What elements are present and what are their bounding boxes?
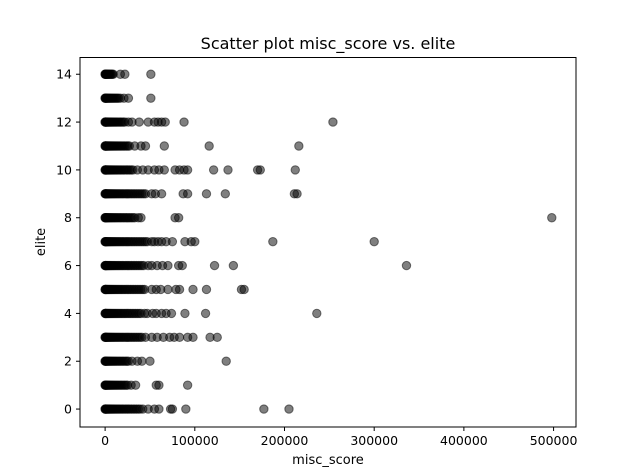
scatter-point xyxy=(292,189,302,199)
scatter-point xyxy=(547,213,557,223)
scatter-point xyxy=(180,308,190,319)
scatter-point xyxy=(290,165,300,175)
scatter-point xyxy=(209,260,220,271)
scatter-point xyxy=(259,404,269,414)
scatter-point xyxy=(223,165,233,175)
scatter-point xyxy=(188,284,198,295)
scatter-point xyxy=(177,260,187,271)
scatter-point xyxy=(159,165,170,175)
x-axis-label: misc_score xyxy=(292,453,364,468)
scatter-point xyxy=(328,117,338,127)
y-tick-label: 14 xyxy=(56,67,72,82)
scatter-point xyxy=(130,380,141,390)
y-tick-label: 12 xyxy=(56,115,72,130)
y-axis-label: elite xyxy=(34,228,49,256)
scatter-point xyxy=(173,213,184,223)
scatter-point xyxy=(167,404,178,414)
plot-frame xyxy=(79,57,577,428)
scatter-point xyxy=(163,260,173,271)
y-tick-label: 2 xyxy=(64,354,72,369)
y-tick-label: 10 xyxy=(56,162,72,177)
scatter-point xyxy=(179,117,189,127)
y-tick-label: 6 xyxy=(64,258,72,273)
scatter-point xyxy=(140,141,151,151)
scatter-point xyxy=(163,284,173,295)
scatter-point xyxy=(182,189,193,199)
scatter-point xyxy=(174,284,185,295)
scatter-point xyxy=(182,380,193,390)
scatter-point xyxy=(369,236,379,247)
scatter-point xyxy=(312,308,322,319)
scatter-point xyxy=(167,236,178,247)
scatter-point xyxy=(200,308,211,319)
scatter-point xyxy=(174,332,185,343)
x-tick-label: 200000 xyxy=(261,433,309,448)
y-tick-label: 4 xyxy=(64,306,72,321)
y-axis: 0 2 4 6 8 10 12 14 xyxy=(56,67,80,417)
points-layer xyxy=(100,69,557,414)
x-tick-label: 300000 xyxy=(350,433,398,448)
scatter-point xyxy=(136,213,146,223)
scatter-point xyxy=(268,236,278,247)
scatter-point xyxy=(401,260,412,271)
x-axis: 0 100000 200000 300000 400000 500000 xyxy=(101,427,577,448)
chart-title: Scatter plot misc_score vs. elite xyxy=(201,34,456,54)
scatter-point xyxy=(137,356,147,366)
scatter-point xyxy=(146,69,156,79)
scatter-point xyxy=(212,332,222,343)
scatter-point xyxy=(182,165,193,175)
scatter-point xyxy=(154,404,164,414)
scatter-point xyxy=(154,380,164,390)
scatter-point xyxy=(134,117,144,127)
scatter-point xyxy=(220,189,231,199)
scatter-point xyxy=(145,356,155,366)
scatter-point xyxy=(166,308,177,319)
scatter-point xyxy=(201,284,212,295)
scatter-point xyxy=(120,69,130,79)
scatter-point xyxy=(190,236,200,247)
y-tick-label: 0 xyxy=(64,402,72,417)
scatter-point xyxy=(146,93,156,103)
scatter-point xyxy=(255,165,265,175)
scatter-point xyxy=(156,189,167,199)
scatter-point xyxy=(208,165,219,175)
scatter-point xyxy=(221,356,231,366)
x-tick-label: 400000 xyxy=(440,433,488,448)
scatter-point xyxy=(159,141,170,151)
scatter-point xyxy=(201,189,212,199)
x-tick-label: 100000 xyxy=(171,433,219,448)
scatter-point xyxy=(294,141,304,151)
scatter-point xyxy=(123,93,134,103)
scatter-point xyxy=(239,284,249,295)
x-tick-label: 0 xyxy=(101,433,109,448)
scatter-point xyxy=(204,141,214,151)
scatter-point xyxy=(181,404,191,414)
y-tick-label: 8 xyxy=(64,210,72,225)
scatter-point xyxy=(188,332,198,343)
scatter-point xyxy=(160,117,170,127)
x-tick-label: 500000 xyxy=(530,433,578,448)
scatter-point xyxy=(228,260,239,271)
scatter-point xyxy=(284,404,294,414)
